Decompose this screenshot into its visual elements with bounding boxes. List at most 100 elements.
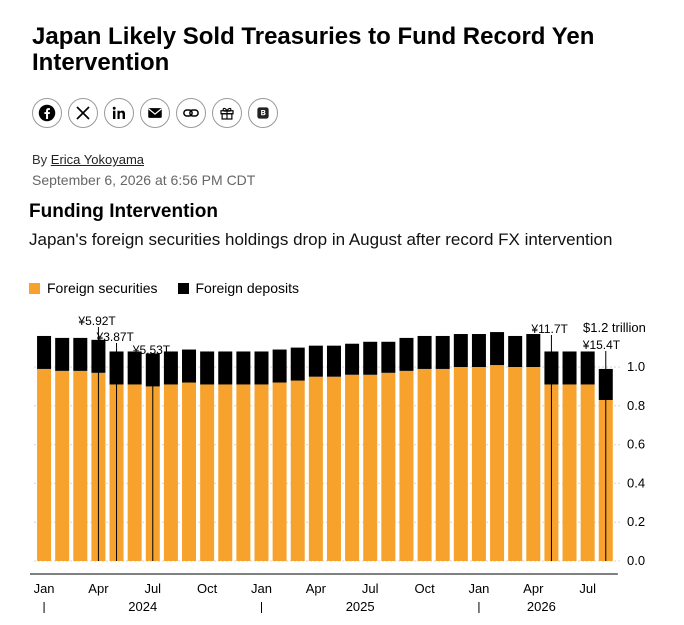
bar-securities (345, 374, 360, 561)
legend-item-securities: Foreign securities (29, 280, 158, 296)
year-label: 2025 (346, 599, 375, 614)
mail-icon (148, 108, 162, 118)
share-bar (32, 98, 278, 128)
bar-deposits (254, 351, 269, 385)
bar-securities (73, 370, 88, 561)
bar-deposits (490, 332, 505, 366)
headline: Japan Likely Sold Treasuries to Fund Rec… (32, 23, 595, 76)
bar-deposits (218, 351, 233, 385)
linkedin-share-button[interactable] (104, 98, 134, 128)
annotation-label: ¥3.87T (96, 330, 135, 344)
y-tick-label: 0.4 (627, 475, 645, 490)
bar-deposits (417, 335, 432, 369)
chart-title: Funding Intervention (29, 201, 218, 222)
legend-label-securities: Foreign securities (47, 280, 158, 296)
y-tick-label: 0.0 (627, 553, 645, 568)
bar-securities (471, 367, 486, 561)
bar-securities (508, 367, 523, 561)
bar-securities (127, 384, 142, 561)
bar-securities (399, 370, 414, 561)
y-tick-label: 0.8 (627, 398, 645, 413)
bar-deposits (163, 351, 178, 385)
copy-link-button[interactable] (176, 98, 206, 128)
x-tick-label: Oct (197, 581, 218, 596)
x-tick-label: Apr (88, 581, 109, 596)
annotation-label: ¥5.92T (77, 314, 116, 328)
x-tick-label: Jan (468, 581, 489, 596)
y-unit-label: $1.2 trillion (583, 320, 646, 335)
annotation-label: ¥11.7T (530, 322, 568, 336)
bar-deposits (200, 351, 215, 385)
bar-deposits (182, 349, 197, 383)
bar-securities (55, 370, 70, 561)
bar-deposits (73, 337, 88, 371)
email-share-button[interactable] (140, 98, 170, 128)
bar-deposits (526, 334, 541, 367)
bar-deposits (399, 337, 414, 371)
y-tick-label: 1.0 (627, 359, 645, 374)
chart-legend: Foreign securities Foreign deposits (29, 280, 319, 296)
bar-deposits (308, 345, 323, 377)
x-tick-label: Jul (144, 581, 161, 596)
bar-securities (163, 384, 178, 561)
facebook-share-button[interactable] (32, 98, 62, 128)
bar-deposits (471, 334, 486, 367)
year-label: 2024 (128, 599, 157, 614)
bar-deposits (127, 351, 142, 385)
bar-securities (490, 365, 505, 561)
bar-deposits (272, 349, 287, 383)
bar-deposits (55, 337, 70, 371)
bar-deposits (381, 341, 396, 373)
bar-securities (580, 384, 595, 561)
bar-securities (453, 367, 468, 561)
publish-date: September 6, 2026 at 6:56 PM CDT (32, 172, 256, 188)
legend-swatch-deposits (177, 282, 189, 294)
legend-swatch-securities (29, 282, 40, 294)
x-tick-label: Jul (579, 581, 596, 596)
x-tick-label: Apr (306, 581, 327, 596)
bar-securities (417, 368, 432, 561)
bar-deposits (363, 341, 378, 375)
bar-securities (326, 376, 341, 561)
bar-securities (381, 372, 396, 561)
chart-subtitle: Japan's foreign securities holdings drop… (29, 230, 613, 249)
x-tick-label: Jul (362, 581, 379, 596)
x-tick-label: Oct (414, 581, 435, 596)
gift-article-button[interactable] (212, 98, 242, 128)
legend-item-deposits: Foreign deposits (177, 280, 300, 296)
bar-deposits (345, 343, 360, 375)
bar-deposits (326, 345, 341, 377)
bar-securities (37, 368, 52, 561)
x-share-button[interactable] (68, 98, 98, 128)
bar-securities (290, 380, 305, 561)
x-icon (76, 106, 90, 120)
annotation-label: ¥15.4T (582, 338, 621, 352)
gift-icon (220, 107, 234, 120)
year-label: 2026 (527, 599, 556, 614)
bar-deposits (508, 335, 523, 367)
y-tick-label: 0.6 (627, 437, 645, 452)
linkedin-icon (112, 106, 125, 119)
annotation-label: ¥5.53T (132, 343, 171, 357)
bar-deposits (37, 335, 52, 369)
bar-securities (308, 376, 323, 561)
byline-prefix: By (32, 152, 51, 167)
bar-deposits (562, 351, 577, 385)
author-link[interactable]: Erica Yokoyama (50, 152, 145, 167)
bar-securities (254, 384, 269, 561)
bar-securities (363, 374, 378, 561)
bar-deposits (435, 335, 450, 369)
bar-securities (200, 384, 215, 561)
link-icon (183, 109, 199, 117)
bloomberg-icon (257, 107, 269, 119)
bloomberg-share-button[interactable] (248, 98, 278, 128)
bar-deposits (453, 334, 468, 367)
bar-deposits (580, 351, 595, 385)
bar-securities (435, 368, 450, 561)
bar-securities (562, 384, 577, 561)
bar-securities (182, 382, 197, 561)
legend-label-deposits: Foreign deposits (195, 280, 300, 296)
byline: By Erica Yokoyama (32, 152, 144, 167)
bar-securities (272, 382, 287, 561)
bar-deposits (290, 347, 305, 381)
